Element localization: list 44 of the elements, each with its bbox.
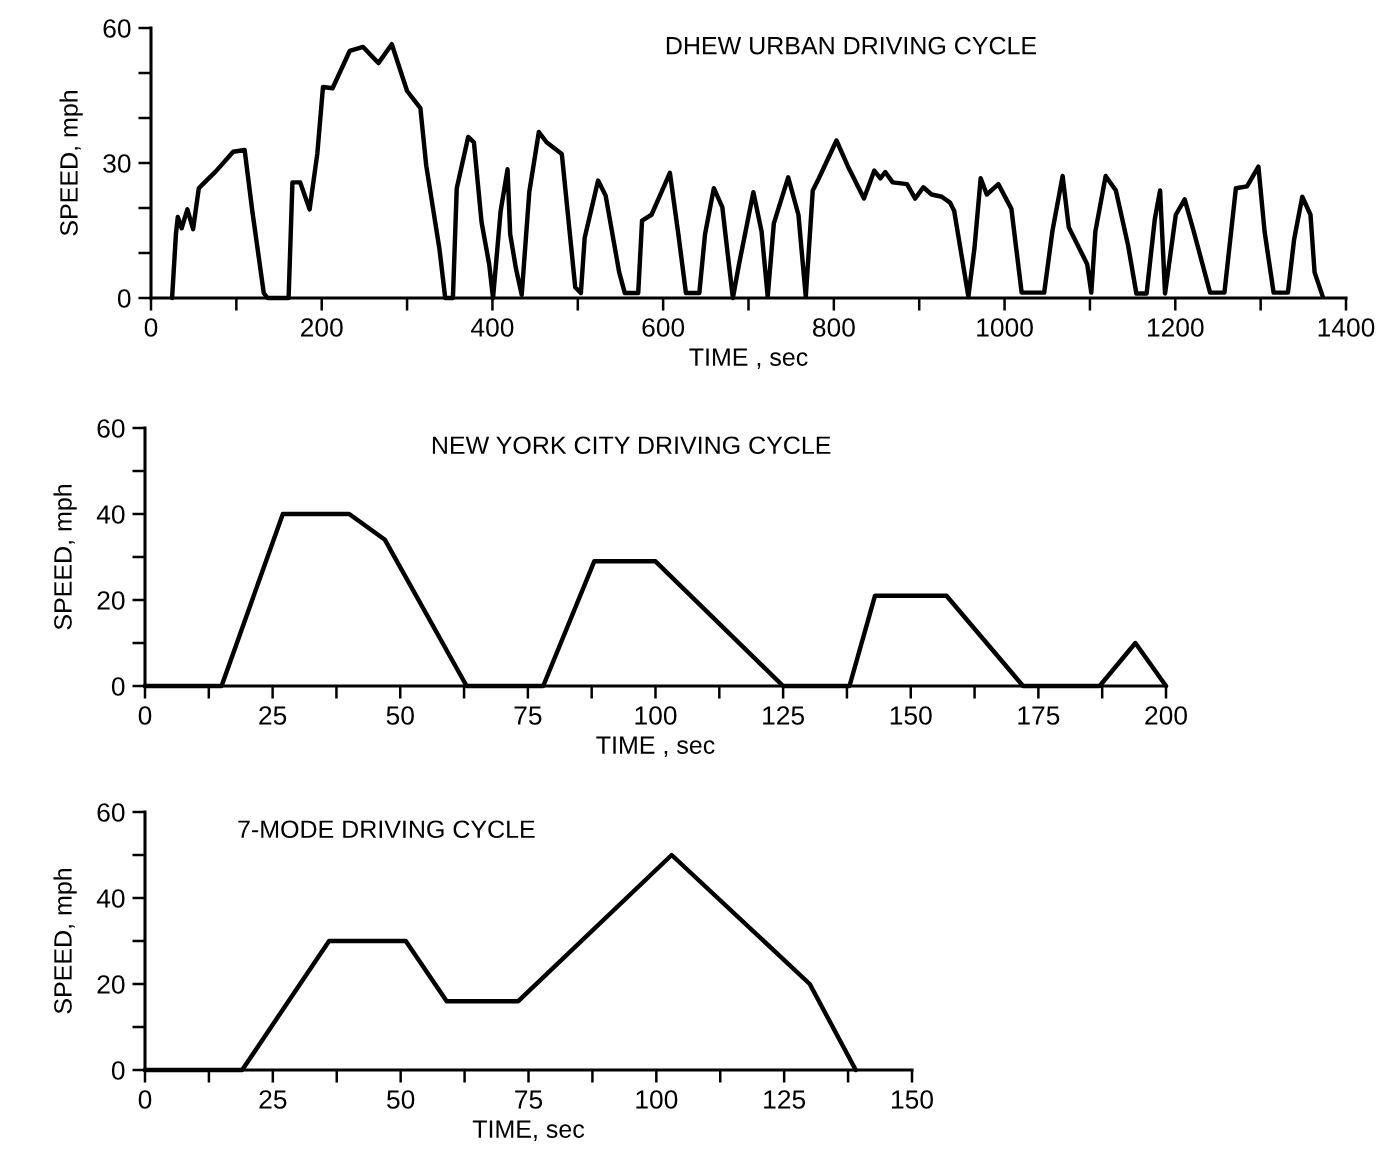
y-axis-title: SPEED, mph [59,90,83,236]
y-tick-label: 20 [97,975,125,994]
y-tick-label: 40 [96,505,125,524]
x-tick-label: 50 [387,1090,415,1109]
y-axis-title: SPEED, mph [53,484,77,630]
x-tick-label: 0 [138,706,152,725]
x-tick-label: 0 [144,318,158,337]
y-tick-label: 60 [103,19,131,38]
y-axis-title: SPEED, mph [53,868,77,1014]
y-tick-label: 60 [97,803,125,822]
x-tick-label: 125 [763,706,805,725]
x-tick-label: 50 [386,706,414,725]
y-tick-label: 0 [111,677,125,696]
x-tick-label: 175 [1018,706,1060,725]
x-tick-label: 100 [635,706,677,725]
x-axis-title: TIME , sec [596,736,715,757]
x-tick-label: 400 [471,318,514,337]
x-tick-label: 25 [259,706,287,725]
x-tick-label: 200 [301,318,343,337]
x-axis-title: TIME, sec [472,1120,585,1141]
x-tick-label: 75 [514,706,542,725]
y-tick-label: 0 [111,1061,125,1080]
x-tick-label: 200 [1145,706,1187,725]
x-tick-label: 600 [642,318,685,337]
x-tick-label: 1000 [977,318,1033,337]
y-tick-label: 40 [96,889,125,908]
x-tick-label: 25 [259,1090,287,1109]
x-tick-label: 150 [892,1090,933,1109]
x-tick-label: 800 [812,318,855,337]
y-tick-label: 0 [117,289,131,308]
x-tick-label: 1200 [1147,318,1204,337]
chart-title: 7-MODE DRIVING CYCLE [238,820,535,839]
x-axis-title: TIME , sec [689,348,808,369]
y-tick-label: 60 [97,419,125,438]
chart-title: NEW YORK CITY DRIVING CYCLE [432,436,831,455]
x-tick-label: 100 [636,1090,678,1109]
x-tick-label: 125 [764,1090,806,1109]
chart-title: DHEW URBAN DRIVING CYCLE [666,36,1037,55]
x-tick-label: 1400 [1318,318,1375,337]
x-tick-label: 75 [515,1090,543,1109]
y-tick-label: 30 [103,154,131,173]
x-tick-label: 0 [138,1090,152,1109]
x-tick-label: 150 [890,706,932,725]
y-tick-label: 20 [97,591,125,610]
